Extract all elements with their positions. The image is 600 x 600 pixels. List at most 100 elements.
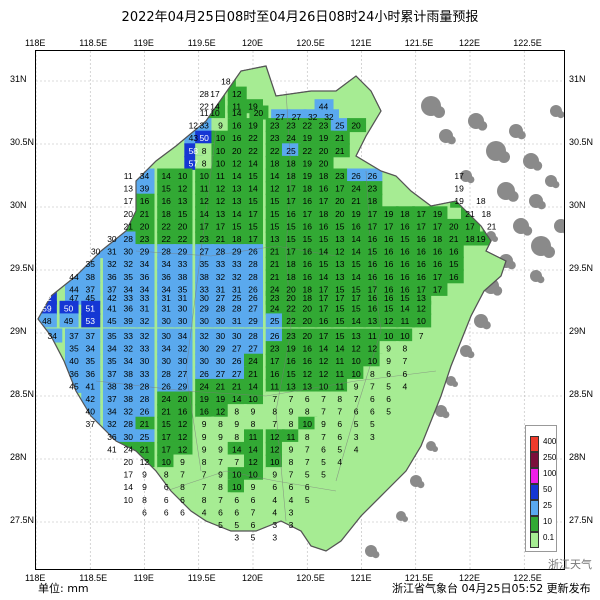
rain-value-label: 17 <box>303 209 313 219</box>
rain-value-label: 16 <box>384 272 394 282</box>
rain-cell <box>195 429 215 444</box>
rain-cell <box>211 328 231 343</box>
rain-cell <box>119 429 139 444</box>
rain-value-label: 20 <box>449 221 459 231</box>
rain-value-label: 6 <box>370 394 375 404</box>
rain-value-label: 29 <box>178 247 188 257</box>
rainfall-legend: 400 250 100 50 25 10 0.1 <box>525 425 557 552</box>
rain-value-label: 21 <box>487 221 497 231</box>
rain-value-label: 7 <box>370 381 375 391</box>
rain-cell <box>428 256 448 271</box>
rain-cell <box>347 168 367 183</box>
rain-value-label: 9 <box>289 444 294 454</box>
rain-cell <box>227 300 247 315</box>
rain-cell <box>265 353 285 368</box>
rain-value-label: 24 <box>270 284 280 294</box>
rain-value-label: 17 <box>319 303 329 313</box>
rain-value-label: 22 <box>303 146 313 156</box>
rain-value-label: 12 <box>319 356 329 366</box>
rain-cell <box>395 328 415 343</box>
rain-value-label: 45 <box>69 381 79 391</box>
rain-value-label: 28 <box>161 247 171 257</box>
rain-value-label: 19 <box>454 196 464 206</box>
rain-value-label: 28 <box>123 234 133 244</box>
lon-label-top: 121.5E <box>404 38 434 48</box>
rain-value-label: 23 <box>140 234 150 244</box>
rain-cell <box>412 269 432 284</box>
rain-cell <box>412 244 432 259</box>
rain-cell <box>363 341 383 356</box>
island-shape <box>554 219 564 233</box>
rain-value-label: 4 <box>403 381 408 391</box>
lon-label-top: 121E <box>350 38 372 48</box>
rain-value-label: 11 <box>216 171 225 181</box>
rain-value-label: 4 <box>272 495 277 505</box>
rain-cell <box>227 454 247 469</box>
rain-cell <box>244 353 263 368</box>
county-border <box>185 130 217 472</box>
rain-value-label: 19 <box>216 394 226 404</box>
rain-value-label: 27 <box>248 344 258 354</box>
rain-value-label: 20 <box>178 394 188 404</box>
rain-cell <box>379 353 399 368</box>
legend-swatch <box>530 468 539 484</box>
rain-value-label: 13 <box>123 184 133 194</box>
rain-cell <box>395 313 415 328</box>
rain-cell <box>64 328 84 343</box>
rain-value-label: 14 <box>351 247 361 257</box>
rain-cell <box>395 269 415 284</box>
rain-cell <box>227 155 247 170</box>
rain-cell <box>81 341 101 356</box>
rain-value-label: 7 <box>403 356 408 366</box>
rain-value-label: 13 <box>286 381 296 391</box>
rain-cell <box>428 281 448 296</box>
rain-value-label: 10 <box>161 457 171 467</box>
rain-cell <box>298 391 318 406</box>
rain-cell <box>412 328 432 343</box>
rain-cell <box>330 244 350 259</box>
rain-cell <box>265 269 285 284</box>
rain-cell <box>211 231 231 246</box>
rain-value-label: 23 <box>270 121 280 131</box>
rain-value-label: 13 <box>303 381 313 391</box>
rain-value-label: 14 <box>351 272 361 282</box>
rain-cell <box>227 256 247 271</box>
rain-cell <box>298 118 318 133</box>
rain-value-label: 16 <box>303 259 313 269</box>
rain-value-label: 11 <box>335 356 344 366</box>
rain-value-label: 5 <box>337 444 342 454</box>
rain-cell <box>347 218 367 233</box>
rain-value-label: 14 <box>335 344 345 354</box>
rain-value-label: 16 <box>303 221 313 231</box>
rain-value-label: 35 <box>199 259 209 269</box>
rain-value-label: 11 <box>368 331 377 341</box>
rain-value-label: 14 <box>248 381 258 391</box>
rain-value-label: 21 <box>335 133 345 143</box>
rain-cell <box>298 366 318 381</box>
rain-value-label: 32 <box>324 112 334 122</box>
rain-cell <box>265 300 285 315</box>
rain-cell <box>314 155 334 170</box>
rain-value-label: 35 <box>107 356 117 366</box>
rain-value-label: 8 <box>234 407 239 417</box>
rain-value-label: 10 <box>303 419 313 429</box>
rain-value-label: 7 <box>305 457 310 467</box>
rain-value-label: 30 <box>199 316 209 326</box>
rain-value-label: 25 <box>270 316 280 326</box>
rain-value-label: 14 <box>232 171 242 181</box>
rain-value-label: 27 <box>216 293 226 303</box>
rain-value-label: 34 <box>123 356 133 366</box>
rain-cell <box>298 193 318 208</box>
rain-value-label: 22 <box>178 234 188 244</box>
rain-cell <box>314 341 334 356</box>
rain-value-label: 8 <box>289 419 294 429</box>
rain-value-label: 18 <box>303 293 313 303</box>
rain-cell <box>395 244 415 259</box>
legend-label: 0.1 <box>543 533 555 542</box>
rain-value-label: 25 <box>232 293 242 303</box>
rain-cell <box>173 429 193 444</box>
rain-value-label: 14 <box>319 344 329 354</box>
rain-cell <box>81 391 101 406</box>
legend-label: 10 <box>543 517 552 526</box>
rain-cell <box>227 105 247 120</box>
